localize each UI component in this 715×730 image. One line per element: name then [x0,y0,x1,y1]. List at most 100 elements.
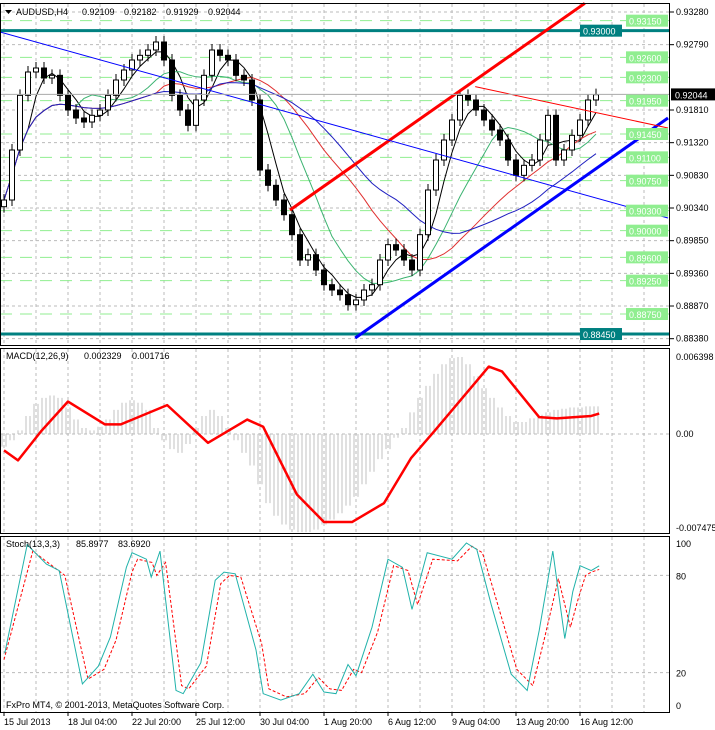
key-level-label-bg [580,24,622,37]
copyright: FxPro MT4, © 2001-2013, MetaQuotes Softw… [6,700,224,710]
candle [249,74,255,107]
level-label-bg [626,94,668,107]
candle [137,49,143,67]
candle [281,194,287,221]
bull-candle-body [49,74,55,79]
macd-signal-value: 0.001716 [132,351,170,361]
bull-candle-body [105,94,111,111]
collapse-triangle-icon[interactable] [5,10,12,14]
price-tick-label: 0.89850 [676,236,709,246]
candle [401,244,407,267]
time-tick-label: 22 Jul 20:00 [132,717,181,727]
stoch-tick-label: 100 [676,539,691,549]
candle [153,36,159,57]
time-tick-label: 16 Aug 12:00 [580,717,633,727]
price-tick-label: 0.91320 [676,138,709,148]
level-label-bg [626,308,668,321]
candle [193,94,199,132]
candle [529,154,535,172]
bull-candle-body [121,69,127,81]
bear-candle-body [345,294,351,306]
candle [489,114,495,137]
bull-candle-body [353,299,359,306]
bull-candle-body [369,284,375,291]
macd-tick-label: 0.006398 [676,352,714,362]
current-price-label: 0.92044 [675,90,708,100]
candle [113,74,119,102]
candle [257,94,263,177]
bull-candle-body [89,114,95,123]
key-level-label-bg [580,328,622,341]
macd-tick-label: -0.007475 [676,523,715,533]
bear-candle-body [505,139,511,161]
bull-candle-body [417,234,423,271]
bull-candle-body [305,254,311,261]
candle [305,248,311,267]
ohlc-open: 0.92109 [82,7,115,17]
candle [593,88,599,107]
candle [473,94,479,117]
bull-candle-body [593,94,599,101]
time-tick-label: 25 Jul 12:00 [196,717,245,727]
level-label-bg [626,274,668,287]
bull-candle-body [425,189,431,236]
stoch-tick-label: 80 [676,571,686,581]
bull-candle-body [145,49,151,56]
stoch-tick-label: 20 [676,669,686,679]
bull-candle-body [449,119,455,141]
level-label: 0.90750 [629,177,662,187]
ohlc-close: 0.92044 [208,7,241,17]
time-tick-label: 13 Aug 20:00 [516,717,569,727]
candle [337,284,343,301]
level-label-bg [626,204,668,217]
candle [577,114,583,142]
candle [17,89,23,157]
candle [25,66,31,102]
key-level-label: 0.93000 [583,27,616,37]
level-label: 0.91950 [629,97,662,107]
candle [457,89,463,127]
bull-candle-body [193,99,199,126]
bear-candle-body [473,99,479,111]
candle [393,238,399,257]
bull-candle-body [113,79,119,96]
candle [161,36,167,67]
candle [57,69,63,102]
bear-candle-body [185,109,191,126]
candle [73,104,79,125]
candle [169,54,175,102]
level-label: 0.93150 [629,17,662,27]
bull-candle-body [97,109,103,116]
stoch-panel[interactable] [0,542,669,701]
candle [497,124,503,147]
candle [241,69,247,87]
candle [217,44,223,62]
level-label-bg [626,224,668,237]
bull-candle-body [1,199,7,208]
ohlc-high: 0.92182 [124,7,157,17]
bear-candle-body [177,94,183,111]
bear-candle-body [257,99,263,171]
level-label: 0.92600 [629,53,662,63]
candle [81,112,87,129]
price-tick-label: 0.91810 [676,105,709,115]
level-label: 0.90300 [629,207,662,217]
bear-candle-body [313,254,319,271]
bull-candle-body [433,159,439,191]
candle [41,62,47,85]
price-panel[interactable] [0,2,669,340]
macd-panel-border [0,348,670,534]
candle [209,44,215,82]
bear-candle-body [65,94,71,111]
candle [321,264,327,291]
candle [441,134,447,167]
symbol-label: AUDUSD,H4 [16,7,68,17]
candle [65,89,71,117]
bear-candle-body [481,109,487,121]
bear-candle-body [281,199,287,216]
bear-candle-body [497,129,503,141]
candle [417,228,423,277]
macd-panel[interactable] [0,356,669,533]
bear-candle-body [169,59,175,96]
